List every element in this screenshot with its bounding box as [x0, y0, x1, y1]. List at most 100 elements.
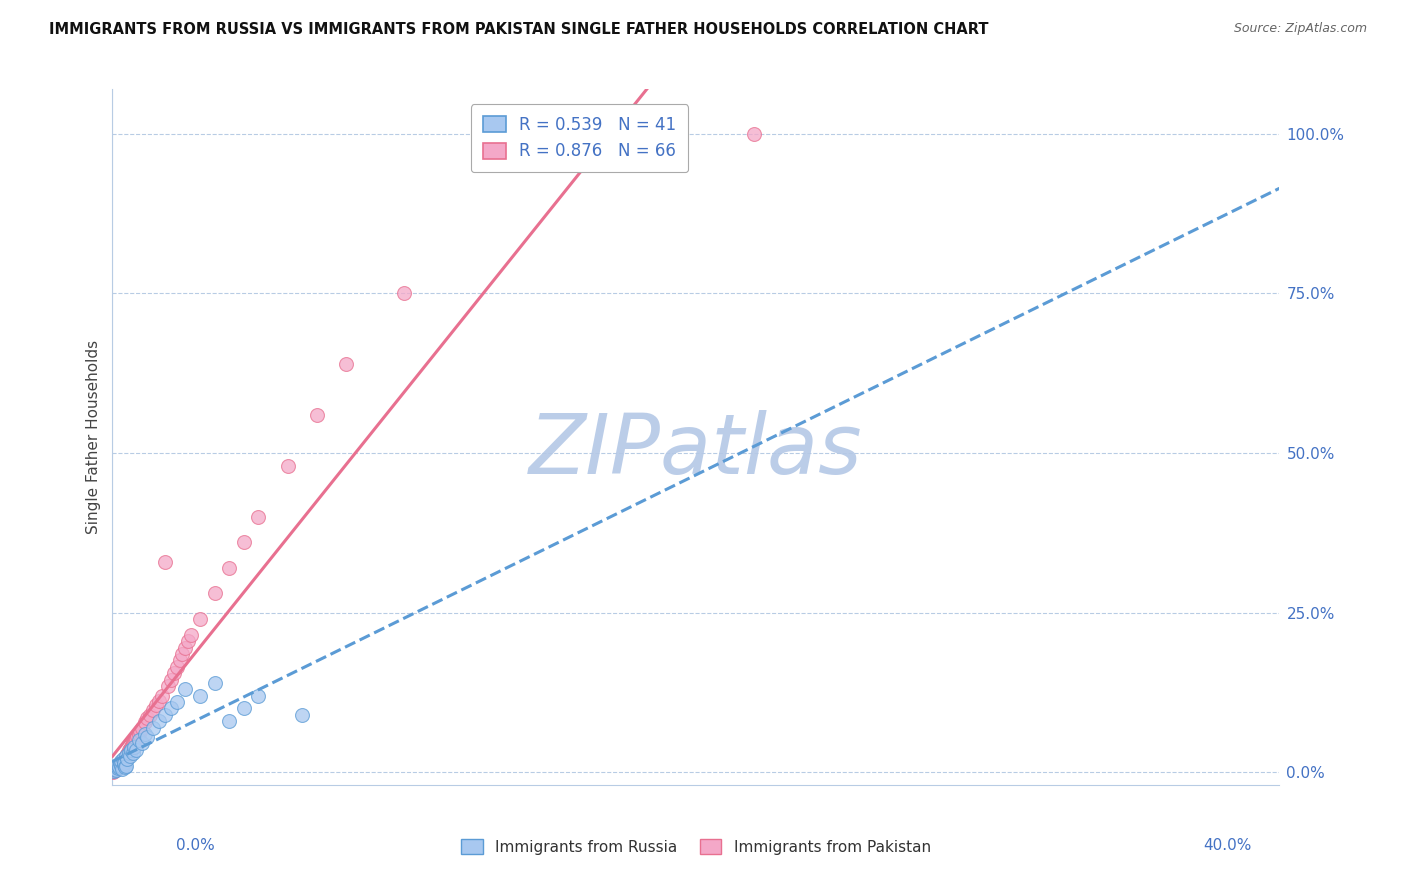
Point: [107, 759, 129, 773]
Point: [104, 763, 127, 777]
Point: [148, 714, 170, 728]
Point: [118, 742, 141, 756]
Point: [122, 737, 145, 751]
Point: [103, 764, 125, 778]
Point: [166, 660, 188, 674]
Point: [163, 666, 186, 681]
Point: [104, 764, 127, 778]
Point: [110, 754, 132, 768]
Point: [218, 561, 240, 575]
Point: [160, 673, 183, 687]
Point: [177, 634, 200, 648]
Point: [172, 647, 194, 661]
Point: [169, 653, 191, 667]
Point: [142, 703, 165, 717]
Point: [180, 628, 202, 642]
Point: [117, 745, 139, 759]
Point: [247, 509, 270, 524]
Point: [104, 762, 127, 776]
Point: [150, 689, 173, 703]
Point: [107, 757, 129, 772]
Point: [124, 734, 146, 748]
Point: [247, 689, 270, 703]
Point: [160, 701, 183, 715]
Point: [105, 761, 128, 775]
Point: [218, 714, 240, 728]
Point: [188, 689, 211, 703]
Point: [394, 286, 416, 301]
Point: [136, 711, 159, 725]
Text: 40.0%: 40.0%: [1204, 838, 1251, 854]
Point: [108, 758, 131, 772]
Point: [115, 747, 138, 762]
Point: [108, 757, 131, 772]
Point: [124, 739, 146, 754]
Point: [129, 723, 152, 738]
Point: [111, 755, 134, 769]
Point: [153, 707, 176, 722]
Point: [105, 760, 128, 774]
Point: [134, 715, 156, 730]
Text: ZIPatlas: ZIPatlas: [529, 410, 863, 491]
Point: [108, 756, 131, 770]
Point: [142, 721, 165, 735]
Point: [291, 707, 314, 722]
Point: [120, 740, 142, 755]
Point: [110, 759, 132, 773]
Point: [139, 707, 162, 722]
Point: [204, 676, 226, 690]
Point: [174, 682, 197, 697]
Point: [118, 743, 141, 757]
Point: [115, 748, 138, 763]
Point: [103, 764, 125, 779]
Point: [125, 743, 148, 757]
Point: [108, 760, 131, 774]
Text: 0.0%: 0.0%: [176, 838, 215, 854]
Point: [104, 760, 127, 774]
Point: [335, 357, 357, 371]
Point: [114, 760, 136, 774]
Point: [125, 731, 148, 746]
Point: [118, 749, 141, 764]
Point: [131, 721, 153, 735]
Point: [120, 739, 142, 754]
Point: [131, 736, 153, 750]
Point: [204, 586, 226, 600]
Text: Source: ZipAtlas.com: Source: ZipAtlas.com: [1233, 22, 1367, 36]
Point: [166, 695, 188, 709]
Point: [136, 730, 159, 744]
Point: [111, 756, 134, 770]
Point: [121, 739, 143, 753]
Point: [122, 736, 145, 750]
Point: [112, 756, 135, 770]
Point: [277, 458, 299, 473]
Point: [110, 756, 132, 771]
Point: [117, 746, 139, 760]
Point: [174, 640, 197, 655]
Point: [232, 701, 254, 715]
Point: [104, 762, 127, 776]
Text: IMMIGRANTS FROM RUSSIA VS IMMIGRANTS FROM PAKISTAN SINGLE FATHER HOUSEHOLDS CORR: IMMIGRANTS FROM RUSSIA VS IMMIGRANTS FRO…: [49, 22, 988, 37]
Point: [128, 733, 150, 747]
Point: [114, 750, 136, 764]
Point: [115, 752, 138, 766]
Point: [117, 746, 139, 760]
Point: [148, 694, 170, 708]
Point: [112, 757, 135, 772]
Point: [232, 535, 254, 549]
Point: [122, 746, 145, 760]
Point: [134, 727, 156, 741]
Point: [105, 761, 128, 775]
Point: [114, 751, 136, 765]
Point: [105, 759, 128, 773]
Point: [128, 727, 150, 741]
Point: [305, 408, 328, 422]
Point: [111, 752, 134, 766]
Point: [110, 756, 132, 771]
Point: [103, 764, 125, 778]
Point: [156, 679, 179, 693]
Point: [112, 752, 135, 766]
Point: [103, 764, 125, 778]
Point: [115, 759, 138, 773]
Point: [107, 761, 129, 775]
